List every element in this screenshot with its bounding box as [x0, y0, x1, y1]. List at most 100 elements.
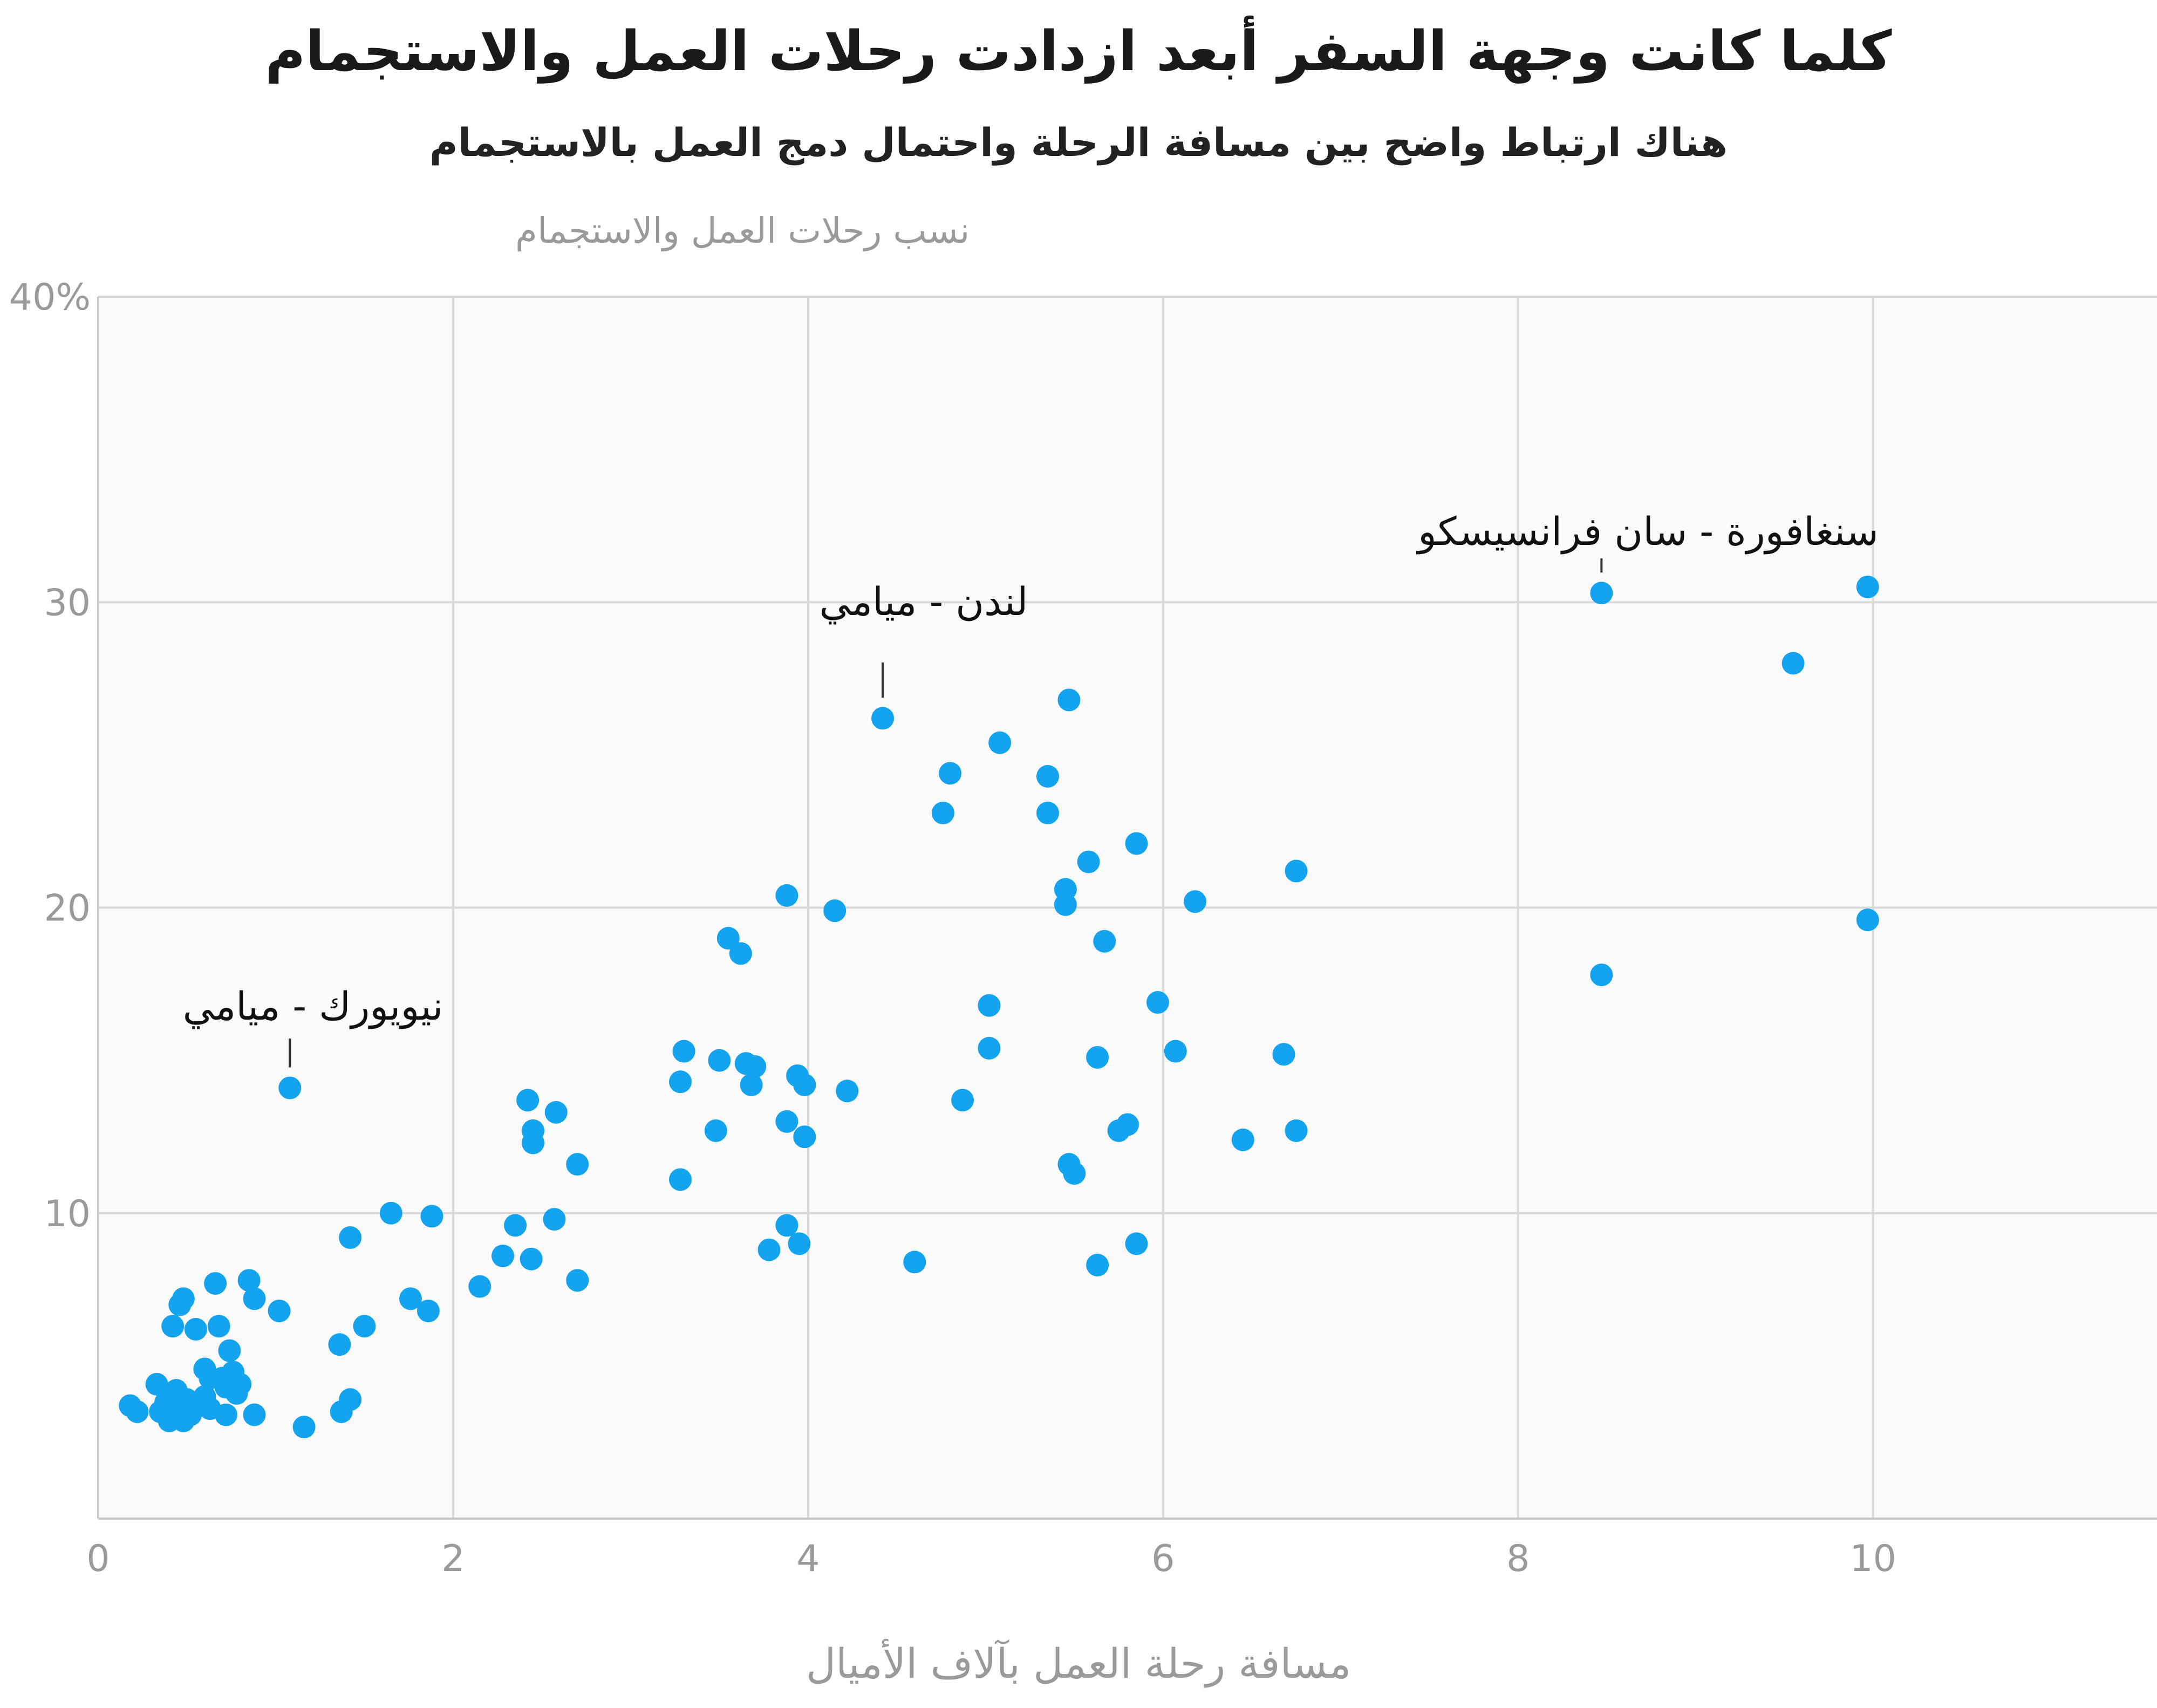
data-point [743, 1055, 767, 1078]
data-point [1781, 652, 1805, 675]
chart-title: كلما كانت وجهة السفر أبعد ازدادت رحلات ا… [265, 19, 1892, 84]
y-tick-label: 30 [44, 582, 91, 624]
data-point [951, 1089, 974, 1112]
data-point [1146, 991, 1169, 1014]
data-point [1063, 1162, 1086, 1185]
data-point [931, 801, 954, 824]
annotation-label: نيويورك - ميامي [183, 983, 443, 1029]
data-point [353, 1315, 376, 1338]
data-point [339, 1226, 362, 1249]
data-point [1590, 964, 1613, 987]
data-point [988, 731, 1012, 754]
x-axis-title: مسافة رحلة العمل بآلاف الأميال [806, 1639, 1351, 1688]
x-tick-label: 4 [796, 1538, 820, 1580]
x-tick-label: 10 [1849, 1538, 1896, 1580]
data-point [218, 1339, 241, 1362]
data-point [1036, 801, 1059, 824]
data-point [126, 1400, 149, 1423]
y-axis-title: نسب رحلات العمل والاستجمام [515, 210, 970, 251]
data-point [1231, 1128, 1254, 1151]
annotation-label: سنغافورة - سان فرانسيسكو [1416, 509, 1879, 555]
data-point [1184, 890, 1207, 913]
data-point [420, 1205, 443, 1228]
data-point [1093, 930, 1116, 953]
data-point [492, 1245, 515, 1268]
data-point [903, 1251, 926, 1274]
axes [97, 297, 2157, 1520]
data-point [292, 1416, 316, 1439]
data-point [1285, 1119, 1308, 1142]
data-point [775, 884, 798, 907]
data-point [521, 1131, 544, 1154]
data-point [740, 1073, 763, 1096]
x-tick-label: 8 [1506, 1538, 1530, 1580]
data-point [566, 1269, 589, 1292]
data-point [172, 1287, 195, 1310]
data-point [207, 1315, 230, 1338]
data-point [278, 1076, 302, 1099]
data-points [119, 575, 1879, 1439]
data-point [1086, 1254, 1109, 1277]
data-point [669, 1070, 692, 1094]
data-point [237, 1269, 261, 1292]
x-tick-label: 0 [86, 1538, 110, 1580]
data-point [1057, 688, 1081, 712]
data-point [978, 1036, 1001, 1060]
y-tick-labels: 10 20 30 40% [9, 276, 91, 1235]
data-point [516, 1089, 540, 1112]
y-tick-label: 40% [9, 276, 91, 319]
data-point [1086, 1046, 1109, 1069]
data-point [328, 1333, 351, 1356]
data-point [1036, 765, 1059, 788]
data-point [793, 1125, 816, 1149]
y-tick-label: 10 [44, 1193, 91, 1235]
data-point [793, 1073, 816, 1096]
data-point [1856, 908, 1879, 932]
data-point [669, 1168, 692, 1191]
data-point [520, 1247, 543, 1270]
data-point [184, 1317, 207, 1341]
data-point [871, 707, 895, 730]
data-point [468, 1275, 492, 1298]
data-point [729, 942, 752, 965]
data-point [1285, 859, 1308, 883]
data-point [1077, 850, 1100, 873]
data-point [757, 1238, 781, 1261]
data-point [543, 1208, 566, 1231]
x-tick-label: 6 [1151, 1538, 1175, 1580]
data-point [229, 1372, 252, 1396]
data-point [339, 1388, 362, 1411]
data-point [823, 899, 847, 923]
data-point [504, 1214, 527, 1237]
annotation-label: لندن - ميامي [820, 579, 1028, 625]
data-point [399, 1287, 422, 1310]
data-point [243, 1287, 266, 1310]
data-point [544, 1101, 568, 1124]
data-point [1125, 832, 1148, 855]
data-point [268, 1299, 291, 1322]
data-point [1116, 1113, 1139, 1136]
data-point [775, 1110, 798, 1133]
x-tick-label: 2 [441, 1538, 465, 1580]
data-point [417, 1299, 440, 1322]
data-point [1125, 1232, 1148, 1255]
data-point [161, 1315, 185, 1338]
grid-lines [98, 296, 2157, 1519]
data-point [704, 1119, 727, 1142]
data-point [939, 762, 962, 785]
data-point [978, 994, 1001, 1017]
data-point [672, 1040, 695, 1063]
data-point [379, 1201, 402, 1225]
chart-subtitle: هناك ارتباط واضح بين مسافة الرحلة واحتما… [429, 120, 1728, 165]
data-point [1164, 1040, 1187, 1063]
data-point [788, 1232, 811, 1255]
data-point [145, 1372, 168, 1396]
data-point [708, 1049, 731, 1072]
data-point [1590, 582, 1613, 605]
data-point [204, 1272, 227, 1295]
data-point [716, 927, 740, 950]
y-tick-label: 20 [44, 887, 91, 930]
data-point [566, 1153, 589, 1176]
data-point [1856, 575, 1879, 598]
